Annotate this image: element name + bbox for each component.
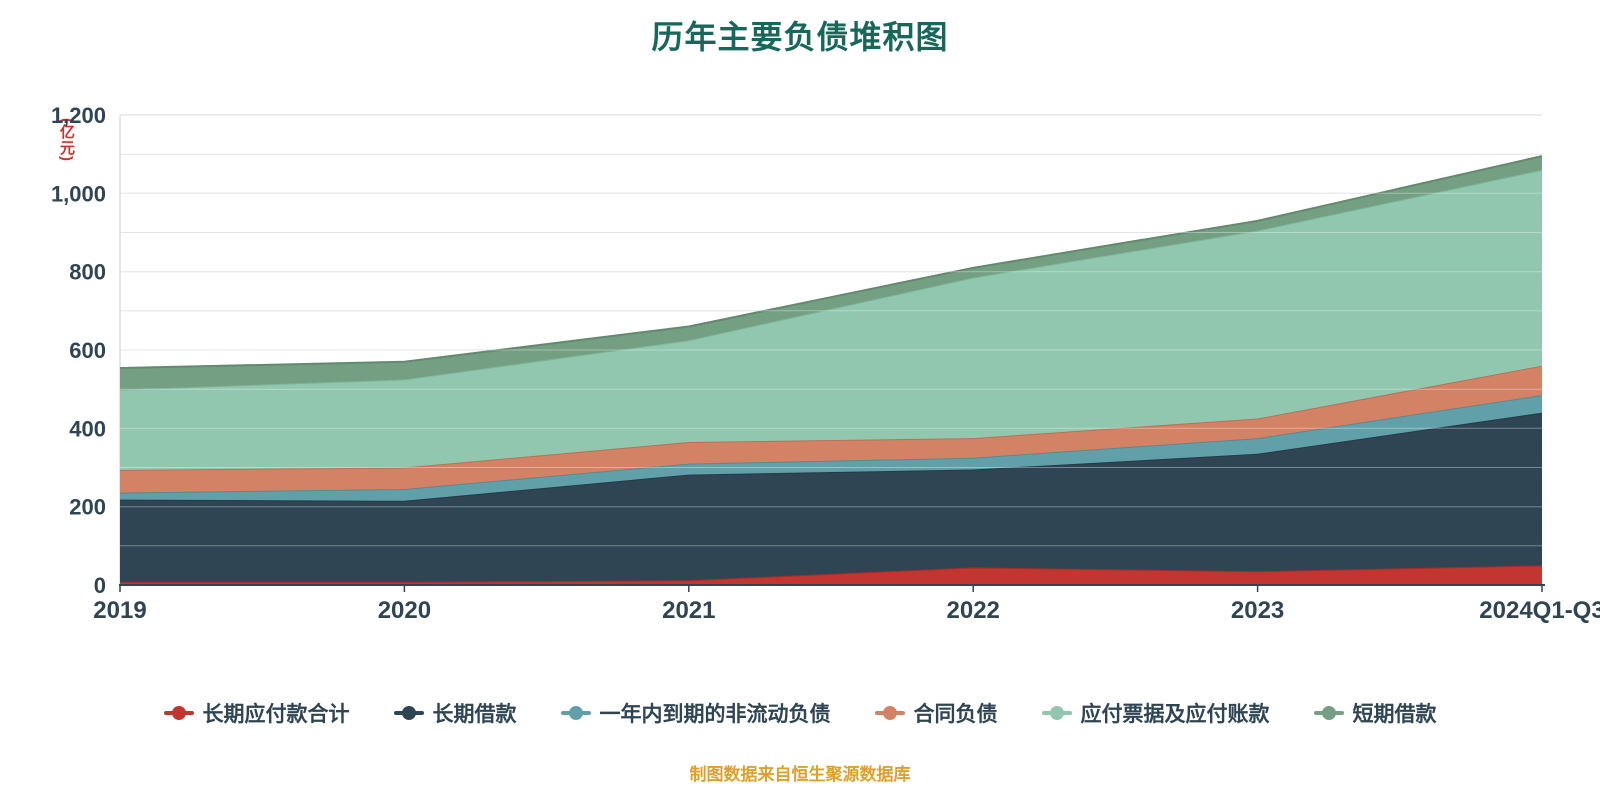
svg-text:200: 200 [69,495,106,520]
legend-marker-icon [874,706,905,720]
x-axis-ticks [119,585,1543,592]
area-band-5 [120,156,1542,390]
legend-dot-icon [401,706,416,720]
area-band-1 [120,412,1542,582]
svg-text:2021: 2021 [662,597,715,624]
svg-text:2022: 2022 [947,597,1000,624]
gridline-overlay [120,153,1542,547]
svg-text:1,000: 1,000 [51,181,106,206]
svg-text:1,200: 1,200 [51,103,106,128]
legend-label: 一年内到期的非流动负债 [599,703,831,726]
legend-dot-icon [1321,706,1336,720]
area-top-line-5 [119,155,1543,369]
legend-label: 长期借款 [432,703,517,726]
y-axis-labels: 0 200 400 600 800 1,000 1,200 [51,103,106,598]
svg-text:2024Q1-Q3: 2024Q1-Q3 [1479,597,1600,624]
y-axis-unit-label: (亿元) [58,118,75,162]
legend-label: 短期借款 [1352,703,1437,726]
legend-label: 长期应付款合计 [202,703,350,726]
area-band-4 [120,169,1542,470]
legend-marker-icon [1313,706,1344,720]
legend-item-5[interactable]: 短期借款 [1313,698,1437,728]
legend-item-4[interactable]: 应付票据及应付账款 [1041,698,1270,728]
chart-legend: 长期应付款合计 长期借款 一年内到期的非流动负债 合同负债 应付票据及应付账款 短期借款 [0,698,1600,728]
data-source-note: 制图数据来自恒生聚源数据库 [689,765,911,784]
legend-marker-icon [560,706,591,720]
area-band-2 [120,395,1542,501]
svg-text:800: 800 [69,260,106,285]
area-band-3 [120,365,1542,493]
area-band-0 [120,565,1542,585]
legend-item-2[interactable]: 一年内到期的非流动负债 [560,698,831,728]
legend-item-3[interactable]: 合同负债 [874,698,998,728]
svg-text:0: 0 [94,573,106,598]
svg-text:2019: 2019 [93,597,146,624]
legend-marker-icon [393,706,424,720]
svg-text:2023: 2023 [1231,597,1284,624]
legend-dot-icon [171,706,186,720]
svg-text:600: 600 [69,338,106,363]
legend-item-0[interactable]: 长期应付款合计 [163,698,350,728]
legend-dot-icon [1049,706,1064,720]
svg-text:400: 400 [69,416,106,441]
legend-marker-icon [1041,706,1072,720]
legend-label: 合同负债 [913,703,998,726]
legend-item-1[interactable]: 长期借款 [393,698,517,728]
legend-label: 应付票据及应付账款 [1080,703,1270,726]
legend-dot-icon [882,706,897,720]
x-axis-labels: 2019 2020 2021 2022 2023 2024Q1-Q3 [93,597,1600,624]
area-top-line-2 [119,394,1543,494]
legend-dot-icon [568,706,583,720]
chart-title: 历年主要负债堆积图 [651,19,949,55]
legend-marker-icon [163,706,194,720]
area-series [119,155,1543,585]
svg-text:2020: 2020 [378,597,431,624]
